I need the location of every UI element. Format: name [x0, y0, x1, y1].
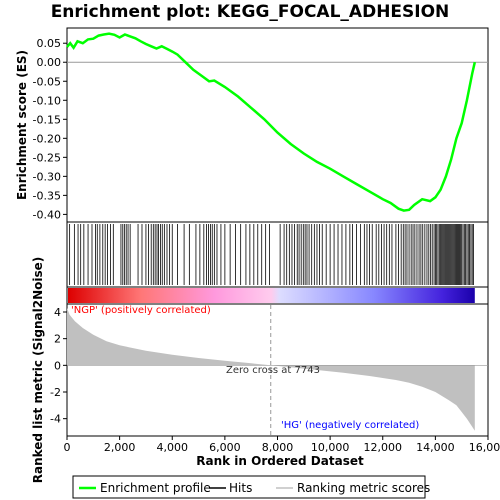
xtick-label: 8,000	[262, 441, 294, 454]
es-ytick-label: -0.05	[33, 75, 61, 88]
legend-label-enrichment: Enrichment profile	[100, 481, 211, 495]
xtick-label: 2,000	[104, 441, 136, 454]
xtick-label: 14,000	[416, 441, 455, 454]
hits-panel-frame	[66, 221, 489, 288]
ranking-metric-area	[67, 308, 475, 431]
xtick-label: 12,000	[364, 441, 403, 454]
xtick-label: 4,000	[157, 441, 189, 454]
metric-ylabel: Ranked list metric (Signal2Noise)	[31, 257, 45, 484]
es-ylabel: Enrichment score (ES)	[15, 50, 29, 200]
es-ytick-label: -0.25	[33, 151, 61, 164]
es-panel-frame	[66, 27, 489, 223]
hits-group	[69, 224, 474, 285]
xtick-label: 16,000	[469, 441, 500, 454]
es-ytick-label: -0.40	[33, 208, 61, 221]
xtick-label: 0	[64, 441, 71, 454]
metric-ytick-label: 0	[54, 359, 61, 372]
rank-gradient-bar	[68, 288, 475, 303]
es-ytick-label: -0.35	[33, 189, 61, 202]
metric-ytick-label: -2	[50, 386, 61, 399]
es-ytick-label: -0.30	[33, 170, 61, 183]
legend-label-hits: Hits	[229, 481, 252, 495]
xtick-label: 6,000	[209, 441, 241, 454]
xlabel: Rank in Ordered Dataset	[196, 454, 364, 468]
xtick-label: 10,000	[311, 441, 350, 454]
enrichment-profile-line	[66, 32, 477, 212]
metric-ytick-label: 2	[54, 333, 61, 346]
legend-box	[72, 475, 426, 499]
es-ytick-label: -0.15	[33, 113, 61, 126]
es-ytick-label: -0.10	[33, 94, 61, 107]
legend-label-metric: Ranking metric scores	[297, 481, 430, 495]
es-ytick-label: -0.20	[33, 132, 61, 145]
metric-ytick-label: -4	[50, 413, 61, 426]
es-ytick-label: 0.05	[37, 37, 62, 50]
negative-annotation: 'HG' (negatively correlated)	[281, 420, 419, 431]
chart-title: Enrichment plot: KEGG_FOCAL_ADHESION	[51, 2, 450, 22]
positive-annotation: 'NGP' (positively correlated)	[71, 305, 211, 316]
metric-ytick-label: 4	[54, 306, 61, 319]
metric-panel-frame	[66, 303, 489, 437]
es-ytick-label: 0.00	[37, 56, 62, 69]
zero-cross-annotation: Zero cross at 7743	[226, 365, 320, 376]
